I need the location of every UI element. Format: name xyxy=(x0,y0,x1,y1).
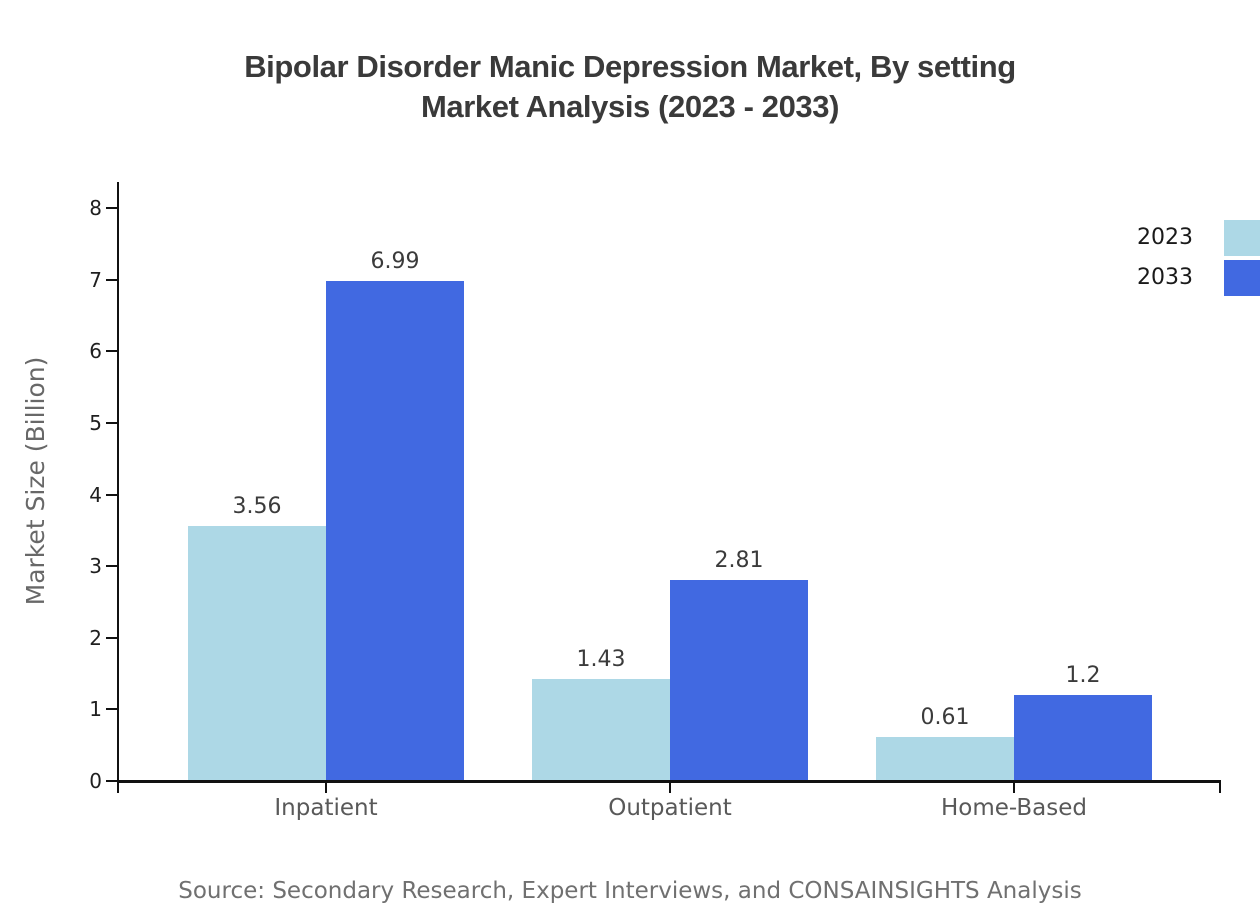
value-label-2033-outpatient: 2.81 xyxy=(714,547,764,573)
y-tick-label: 6 xyxy=(89,339,102,364)
y-tick-label: 5 xyxy=(89,411,102,435)
y-tick-label: 2 xyxy=(89,625,102,650)
bar-2023-inpatient xyxy=(188,526,326,781)
legend-label-2023: 2023 xyxy=(1137,225,1193,250)
y-axis-line xyxy=(117,182,119,792)
x-axis-line xyxy=(117,780,1221,783)
y-tick-mark xyxy=(106,207,118,210)
y-tick-label: 0 xyxy=(89,769,102,793)
legend-row-2023: 2023 xyxy=(1050,220,1260,256)
x-tick-mark xyxy=(1013,781,1015,793)
y-tick-label: 8 xyxy=(89,196,102,221)
value-label-2033-inpatient: 6.99 xyxy=(370,248,420,274)
chart-title-line1: Bipolar Disorder Manic Depression Market… xyxy=(244,49,1016,84)
source-note: Source: Secondary Research, Expert Inter… xyxy=(178,878,1082,904)
value-label-2033-home-based: 1.2 xyxy=(1065,663,1101,689)
x-tick-mark xyxy=(669,781,671,793)
value-label-2023-inpatient: 3.56 xyxy=(232,494,282,520)
value-label-2023-outpatient: 1.43 xyxy=(576,646,626,672)
bar-2033-inpatient xyxy=(326,280,464,781)
y-tick-mark xyxy=(106,278,118,281)
y-tick-mark xyxy=(106,350,118,353)
legend-label-2033: 2033 xyxy=(1137,265,1193,290)
bar-2033-outpatient xyxy=(670,579,808,781)
y-tick-label: 4 xyxy=(89,482,102,507)
category-label-home-based: Home-Based xyxy=(940,795,1087,821)
y-tick-mark xyxy=(106,493,118,496)
y-tick-label: 3 xyxy=(89,554,102,579)
legend-swatch-2033 xyxy=(1224,260,1260,296)
value-label-2023-home-based: 0.61 xyxy=(920,705,970,731)
legend-row-2033: 2033 xyxy=(1050,260,1260,296)
category-label-inpatient: Inpatient xyxy=(274,795,378,821)
x-axis-end-tick-right xyxy=(1219,781,1221,793)
bar-2023-outpatient xyxy=(532,678,670,781)
y-tick-label: 1 xyxy=(89,697,102,722)
chart-title: Bipolar Disorder Manic Depression Market… xyxy=(0,47,1260,127)
y-tick-mark xyxy=(106,636,118,639)
legend-swatch-2023 xyxy=(1224,220,1260,256)
y-tick-label: 7 xyxy=(89,267,102,292)
y-tick-mark xyxy=(106,708,118,711)
y-tick-mark xyxy=(106,422,118,424)
y-tick-mark xyxy=(106,780,118,782)
y-tick-mark xyxy=(106,565,118,568)
legend: 2023 2033 xyxy=(1050,220,1260,300)
bar-2033-home-based xyxy=(1014,695,1152,781)
category-label-outpatient: Outpatient xyxy=(608,795,732,821)
bar-2023-home-based xyxy=(876,737,1014,781)
x-tick-mark xyxy=(325,781,327,793)
chart-title-line2: Market Analysis (2023 - 2033) xyxy=(420,89,840,124)
